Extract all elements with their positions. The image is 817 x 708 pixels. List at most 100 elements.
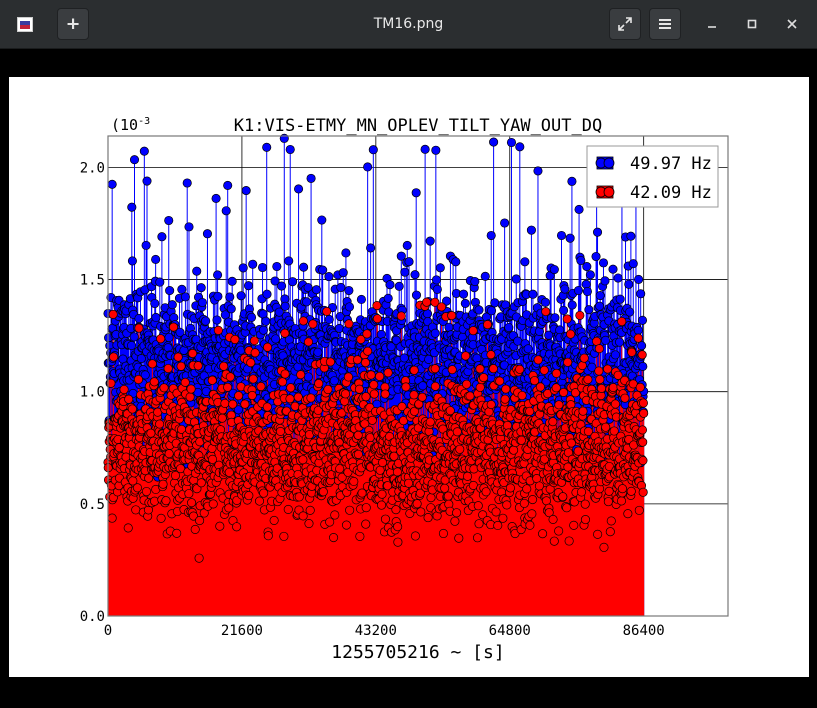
series-2-point	[525, 520, 535, 530]
series-2-point	[633, 333, 643, 343]
series-2-point	[527, 509, 537, 519]
series-2-point	[313, 405, 323, 415]
series-1-point	[236, 291, 246, 301]
hamburger-icon	[659, 19, 671, 29]
series-2-point	[234, 391, 244, 401]
series-1-point	[559, 305, 569, 315]
series-1-point	[129, 332, 139, 342]
series-2-point	[356, 334, 366, 345]
series-1-point	[565, 233, 575, 243]
series-2-point	[119, 384, 129, 395]
series-2-point	[447, 365, 457, 375]
series-2-point	[228, 399, 238, 409]
menu-button[interactable]	[649, 8, 681, 40]
series-2-point	[430, 381, 440, 391]
maximize-button[interactable]	[742, 14, 762, 34]
series-1-point	[383, 293, 393, 303]
close-button[interactable]	[782, 14, 802, 34]
series-1-point	[584, 305, 594, 315]
series-2-point	[339, 396, 350, 406]
series-2-point	[123, 523, 133, 533]
chart: 0 21600 43200 64800 86400 0.0 0.5 1.0 1.5 2.0 K1:…	[80, 116, 729, 663]
series-2-point	[454, 533, 464, 543]
y-tick-label: 1.0	[80, 385, 105, 401]
series-1-point	[444, 322, 454, 332]
series-1-point	[341, 248, 351, 258]
series-2-point	[366, 370, 376, 380]
series-1-point	[458, 289, 469, 299]
series-2-point	[620, 393, 630, 403]
series-1-point	[107, 179, 117, 189]
series-1-point	[637, 315, 648, 325]
series-2-point	[365, 433, 375, 443]
series-2-point	[502, 500, 512, 510]
series-1-point	[141, 240, 151, 250]
series-1-point	[336, 282, 346, 293]
series-1-point	[167, 300, 177, 310]
series-1-point	[550, 313, 560, 323]
series-2-point	[124, 394, 134, 404]
series-1-point	[638, 361, 648, 372]
series-1-point	[396, 251, 406, 261]
fullscreen-button[interactable]	[609, 8, 641, 40]
series-1-point	[140, 370, 150, 380]
series-2-point	[606, 516, 616, 526]
series-2-point	[500, 394, 510, 404]
series-2-point	[173, 352, 183, 362]
series-2-point	[603, 364, 613, 374]
series-2-point	[377, 489, 387, 499]
legend: 49.97 Hz 42.09 Hz	[586, 145, 719, 208]
series-1-point	[344, 285, 354, 296]
series-2-point	[409, 390, 419, 400]
series-2-point	[603, 497, 613, 507]
series-2-point	[355, 531, 365, 541]
title-bar: ➕︎ TM16.png	[0, 0, 817, 49]
series-1-point	[280, 301, 290, 311]
series-2-point	[425, 417, 435, 427]
series-2-point	[208, 499, 218, 509]
series-1-point	[420, 144, 430, 154]
series-1-point	[324, 314, 334, 325]
series-2-point	[159, 383, 169, 393]
series-2-point	[473, 501, 483, 511]
series-2-point	[377, 457, 388, 468]
y-tick-label: 2.0	[80, 160, 105, 176]
series-2-point	[583, 374, 593, 385]
series-2-point	[158, 479, 168, 489]
series-2-point	[190, 524, 200, 534]
series-2-point	[372, 314, 382, 324]
minimize-button[interactable]	[702, 14, 722, 34]
legend-entry-1: 49.97 Hz	[595, 154, 712, 174]
new-tab-button[interactable]: ➕︎	[57, 8, 89, 40]
series-2-point	[294, 492, 304, 502]
series-1-point	[431, 145, 441, 155]
series-2-point	[223, 382, 233, 392]
series-2-point	[325, 357, 335, 367]
series-2-point	[318, 487, 328, 497]
series-2-point	[391, 505, 401, 515]
series-2-point	[502, 420, 513, 431]
series-2-point	[149, 377, 159, 387]
series-2-point	[280, 328, 290, 338]
series-1-point	[549, 264, 559, 275]
series-1-point	[486, 230, 496, 241]
series-2-point	[372, 300, 382, 311]
series-2-point	[217, 413, 227, 423]
series-2-point	[569, 497, 580, 507]
series-1-point	[227, 276, 237, 286]
series-2-point	[440, 483, 450, 493]
series-2-point	[554, 526, 564, 536]
image-viewport[interactable]: 0 21600 43200 64800 86400 0.0 0.5 1.0 1.5 2.0 K1:…	[0, 49, 817, 708]
series-2-point	[262, 402, 272, 412]
series-2-point	[254, 496, 265, 506]
axis-ticks: 0 21600 43200 64800 86400 0.0 0.5 1.0 1.5 2.0	[80, 160, 665, 639]
series-2-point	[345, 505, 355, 515]
series-2-point	[452, 508, 462, 518]
series-2-point	[393, 537, 403, 547]
series-2-point	[335, 464, 345, 474]
series-2-point	[196, 478, 206, 488]
series-1-point	[244, 281, 254, 291]
expand-icon	[618, 17, 632, 31]
series-2-point	[412, 499, 422, 509]
series-1-point	[386, 342, 396, 352]
